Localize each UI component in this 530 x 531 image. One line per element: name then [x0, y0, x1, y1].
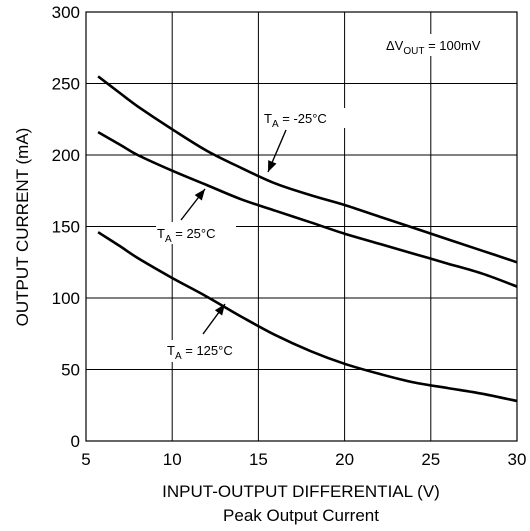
label-background: [156, 222, 236, 244]
y-tick-label: 250: [52, 75, 80, 94]
chart-title: Peak Output Current: [223, 506, 379, 525]
x-axis-label: INPUT-OUTPUT DIFFERENTIAL (V): [162, 482, 440, 501]
y-tick-label: 150: [52, 218, 80, 237]
series-label-minus25c-text: TA = -25°C: [264, 111, 327, 130]
label-background: [358, 34, 508, 56]
x-tick-labels: 5 10 15 20 25 30: [81, 450, 526, 469]
x-tick-label: 20: [335, 450, 354, 469]
series-line-25c: [97, 130, 518, 288]
label-background: [262, 108, 346, 128]
grid: [86, 12, 517, 441]
series-line-125c: [97, 231, 518, 403]
annotations: ΔVOUT = 100mV TA = -25°C TA = 25°C TA = 125…: [156, 34, 508, 362]
series-label-25c-text: TA = 25°C: [157, 226, 216, 245]
x-tick-label: 15: [249, 450, 268, 469]
y-tick-label: 300: [52, 3, 80, 22]
y-tick-label: 200: [52, 146, 80, 165]
series-label-minus25c: TA = -25°C: [264, 111, 327, 130]
series-group: [97, 75, 518, 403]
y-axis-label: OUTPUT CURRENT (mA): [13, 128, 32, 327]
x-tick-label: 25: [421, 450, 440, 469]
x-tick-label: 5: [81, 450, 90, 469]
series-label-125c: TA = 125°C: [167, 343, 233, 362]
plot-frame: [85, 11, 518, 442]
y-tick-label: 0: [71, 432, 80, 451]
series-label-25c: TA = 25°C: [157, 226, 216, 245]
condition-label-text: ΔVOUT = 100mV: [386, 38, 481, 57]
y-tick-label: 50: [61, 361, 80, 380]
series-arrow-125c: [202, 303, 226, 335]
x-tick-label: 30: [508, 450, 527, 469]
condition-label: ΔVOUT = 100mV: [386, 38, 481, 57]
series-arrow-25c: [180, 188, 206, 221]
series-arrow-minus25c: [267, 129, 287, 173]
series-line-minus25c: [97, 75, 518, 264]
series-label-125c-text: TA = 125°C: [167, 343, 233, 362]
label-background: [165, 340, 257, 362]
y-tick-label: 100: [52, 289, 80, 308]
x-tick-label: 10: [163, 450, 182, 469]
y-tick-labels: 0 50 100 150 200 250 300: [52, 3, 80, 451]
